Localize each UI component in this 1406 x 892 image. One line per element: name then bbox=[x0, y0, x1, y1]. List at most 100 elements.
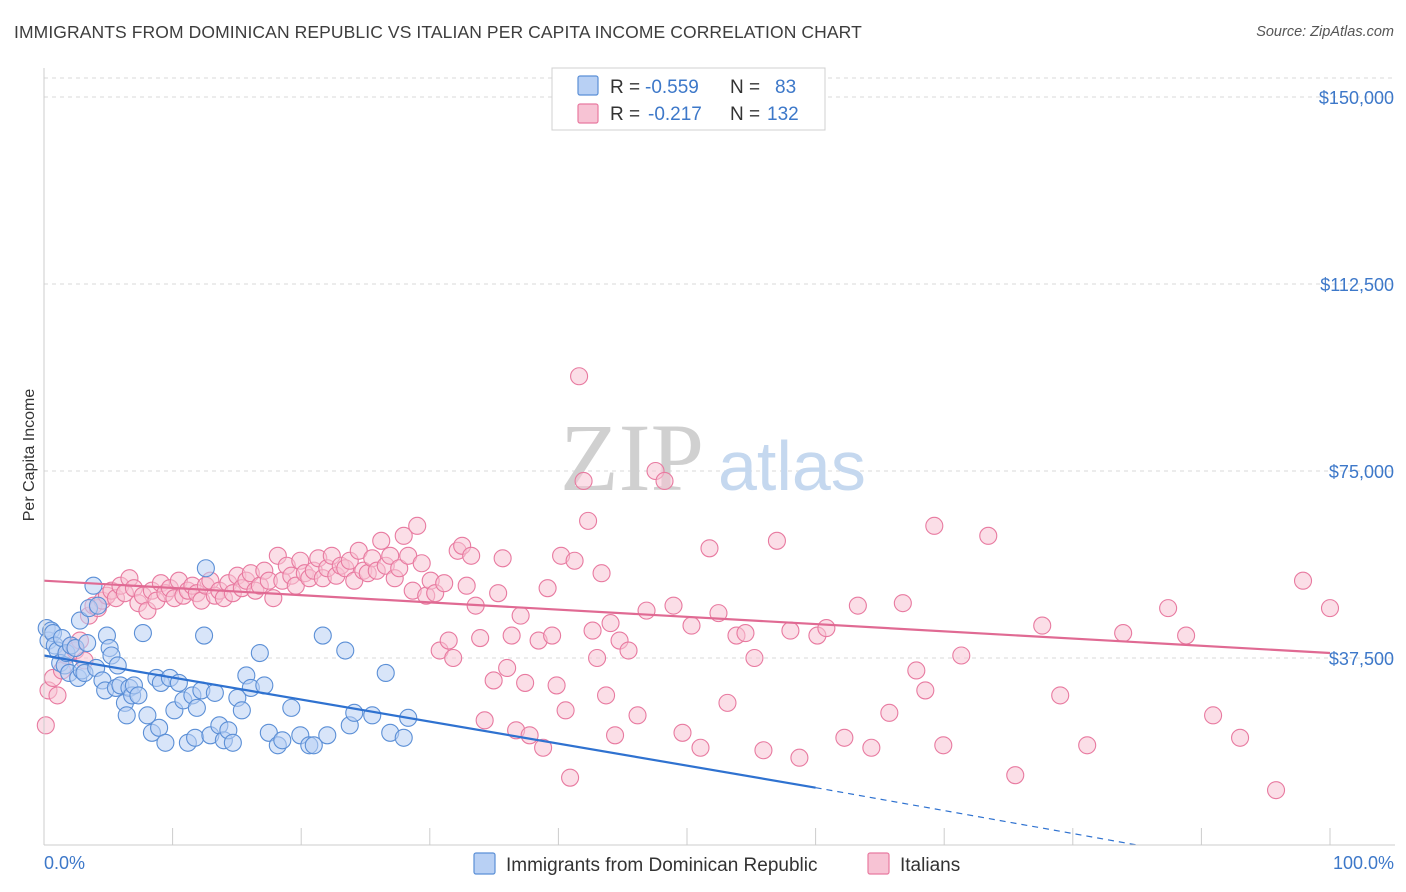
data-point bbox=[439, 631, 458, 650]
data-point bbox=[570, 367, 589, 386]
data-point bbox=[1231, 728, 1250, 747]
data-point bbox=[502, 626, 521, 645]
data-point bbox=[457, 576, 476, 595]
legend-n-value-2: 132 bbox=[767, 104, 799, 125]
data-point bbox=[848, 596, 867, 615]
data-point bbox=[484, 671, 503, 690]
watermark-atlas: atlas bbox=[718, 427, 866, 505]
data-point bbox=[493, 549, 512, 568]
legend-n-label-1: N = bbox=[730, 77, 760, 98]
data-point bbox=[250, 643, 269, 663]
data-point bbox=[583, 621, 602, 640]
trend-line-italians bbox=[43, 579, 1331, 655]
data-point bbox=[84, 576, 103, 595]
data-point bbox=[412, 554, 431, 573]
legend-r-value-1: -0.559 bbox=[645, 77, 699, 98]
data-point bbox=[1078, 736, 1097, 755]
watermark: ZIP atlas bbox=[560, 404, 866, 511]
data-point bbox=[223, 733, 242, 752]
data-point bbox=[498, 658, 517, 678]
data-point bbox=[561, 768, 580, 787]
data-point bbox=[156, 733, 175, 752]
legend-r-label-2: R = bbox=[610, 104, 640, 125]
data-point bbox=[520, 726, 539, 745]
data-point bbox=[588, 648, 607, 668]
legend-n-value-1: 83 bbox=[775, 77, 796, 98]
y-tick-label: $75,000 bbox=[1329, 462, 1394, 482]
data-point bbox=[565, 551, 584, 570]
data-point bbox=[511, 606, 530, 625]
data-point bbox=[767, 531, 786, 550]
data-point bbox=[36, 716, 55, 735]
data-point bbox=[273, 731, 292, 750]
data-point bbox=[538, 579, 557, 598]
data-point bbox=[471, 629, 490, 648]
source-label: Source: ZipAtlas.com bbox=[1256, 24, 1394, 40]
data-point bbox=[893, 594, 912, 613]
legend-swatch-pink bbox=[577, 103, 599, 124]
data-point bbox=[601, 614, 620, 633]
data-point bbox=[138, 706, 157, 725]
data-point bbox=[232, 701, 251, 720]
chart-title: IMMIGRANTS FROM DOMINICAN REPUBLIC VS IT… bbox=[14, 22, 862, 42]
data-point bbox=[574, 471, 593, 491]
data-point bbox=[489, 584, 508, 603]
data-point bbox=[381, 546, 400, 565]
data-point bbox=[925, 516, 944, 535]
data-point bbox=[1177, 626, 1196, 645]
data-point bbox=[682, 616, 701, 635]
data-point bbox=[372, 531, 391, 550]
data-point bbox=[1159, 599, 1178, 618]
y-tick-label: $150,000 bbox=[1319, 88, 1394, 108]
data-point bbox=[547, 676, 566, 695]
data-point bbox=[718, 693, 737, 712]
data-point bbox=[462, 546, 481, 565]
data-point bbox=[1266, 781, 1286, 800]
legend-swatch-blue bbox=[577, 75, 599, 96]
data-point bbox=[579, 511, 598, 530]
legend-r-value-2: -0.217 bbox=[648, 104, 702, 125]
x-tick-label-0: 0.0% bbox=[44, 853, 85, 873]
data-point bbox=[475, 711, 494, 730]
data-point bbox=[1006, 766, 1025, 785]
data-point bbox=[1051, 686, 1070, 705]
data-point bbox=[318, 726, 337, 745]
data-point bbox=[637, 601, 656, 620]
data-point bbox=[700, 539, 719, 558]
data-point bbox=[444, 648, 463, 668]
data-point bbox=[196, 559, 215, 578]
data-point bbox=[619, 641, 638, 660]
data-point bbox=[70, 611, 90, 630]
bottom-legend-label-2: Italians bbox=[900, 855, 960, 876]
series-dominican bbox=[37, 559, 418, 755]
data-point bbox=[1320, 599, 1340, 618]
bottom-legend: Immigrants from Dominican Republic Itali… bbox=[473, 852, 960, 876]
data-point bbox=[790, 748, 809, 767]
x-tick-label-100: 100.0% bbox=[1333, 853, 1394, 873]
data-point bbox=[606, 726, 625, 745]
data-point bbox=[516, 673, 535, 692]
bottom-legend-swatch-blue bbox=[473, 852, 496, 875]
data-point bbox=[394, 728, 413, 747]
data-point bbox=[376, 663, 395, 683]
data-point bbox=[597, 686, 616, 705]
data-point bbox=[781, 621, 800, 640]
data-point bbox=[534, 738, 553, 757]
trend-lines bbox=[43, 579, 1331, 846]
trend-line-dominican-extrapolated bbox=[815, 787, 1138, 846]
legend: R = -0.559 N = 83 R = -0.217 N = 132 bbox=[551, 67, 826, 131]
data-point bbox=[186, 728, 205, 747]
data-point bbox=[313, 626, 332, 645]
data-point bbox=[304, 736, 323, 755]
data-point bbox=[435, 574, 454, 593]
y-axis-title: Per Capita Income bbox=[21, 389, 38, 522]
watermark-zip: ZIP bbox=[560, 404, 704, 511]
data-point bbox=[592, 564, 611, 583]
data-point bbox=[934, 736, 953, 755]
data-point bbox=[187, 698, 206, 717]
y-tick-label: $112,500 bbox=[1320, 275, 1394, 295]
data-point bbox=[835, 728, 854, 747]
data-point bbox=[282, 698, 301, 717]
data-point bbox=[88, 596, 108, 615]
